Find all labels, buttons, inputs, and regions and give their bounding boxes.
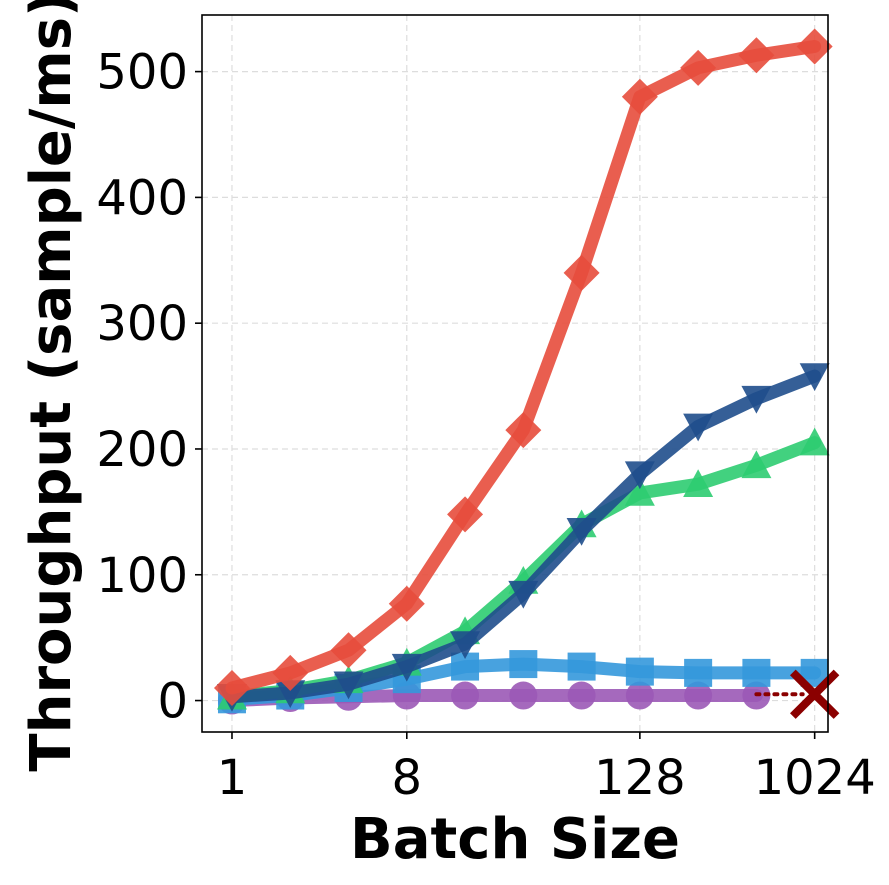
data-point xyxy=(508,580,539,609)
data-point xyxy=(796,28,833,65)
data-point xyxy=(509,650,538,679)
data-point xyxy=(275,680,306,709)
data-point xyxy=(388,585,425,622)
data-point xyxy=(621,78,658,115)
x-axis: 1 8 128 1024 xyxy=(217,732,876,806)
data-point xyxy=(272,654,309,691)
data-point xyxy=(738,37,775,74)
data-point xyxy=(567,681,596,710)
data-point xyxy=(566,517,597,546)
x-axis-title: Batch Size xyxy=(350,807,680,872)
data-point xyxy=(563,254,600,291)
y-tick-label: 300 xyxy=(96,296,188,352)
data-point xyxy=(509,681,538,710)
data-point xyxy=(330,632,367,669)
series-layer xyxy=(213,28,833,715)
data-point xyxy=(333,671,364,700)
y-axis: 0 100 200 300 400 500 xyxy=(96,45,202,730)
data-point xyxy=(624,478,655,506)
data-point xyxy=(741,450,772,479)
y-tick-label: 200 xyxy=(96,422,188,478)
data-point xyxy=(799,427,830,456)
x-tick-label: 8 xyxy=(392,750,423,806)
data-point xyxy=(741,385,772,414)
x-tick-label: 1 xyxy=(217,750,248,806)
data-point xyxy=(213,669,250,706)
y-tick-label: 0 xyxy=(157,674,188,730)
data-point xyxy=(683,469,714,497)
grid xyxy=(202,15,828,732)
data-point xyxy=(624,461,655,490)
x-tick-label: 128 xyxy=(594,750,686,806)
y-tick-label: 400 xyxy=(96,170,188,226)
y-tick-label: 500 xyxy=(96,45,188,101)
data-point xyxy=(625,657,654,686)
series-red-diamond xyxy=(213,28,833,706)
data-point xyxy=(450,631,481,659)
data-point xyxy=(447,496,484,533)
data-point xyxy=(391,653,422,682)
y-tick-label: 100 xyxy=(96,548,188,604)
data-point xyxy=(567,652,596,681)
data-point xyxy=(799,363,830,392)
y-axis-title: Throughput (sample/ms) xyxy=(19,0,84,772)
data-point xyxy=(625,681,654,710)
data-point xyxy=(451,681,480,710)
data-point xyxy=(680,49,717,86)
data-point xyxy=(742,658,771,687)
x-tick-label: 1024 xyxy=(754,750,876,806)
plot-frame xyxy=(201,14,829,733)
data-point xyxy=(684,658,713,687)
data-point xyxy=(683,413,714,442)
data-point xyxy=(684,681,713,710)
data-point xyxy=(505,412,542,449)
